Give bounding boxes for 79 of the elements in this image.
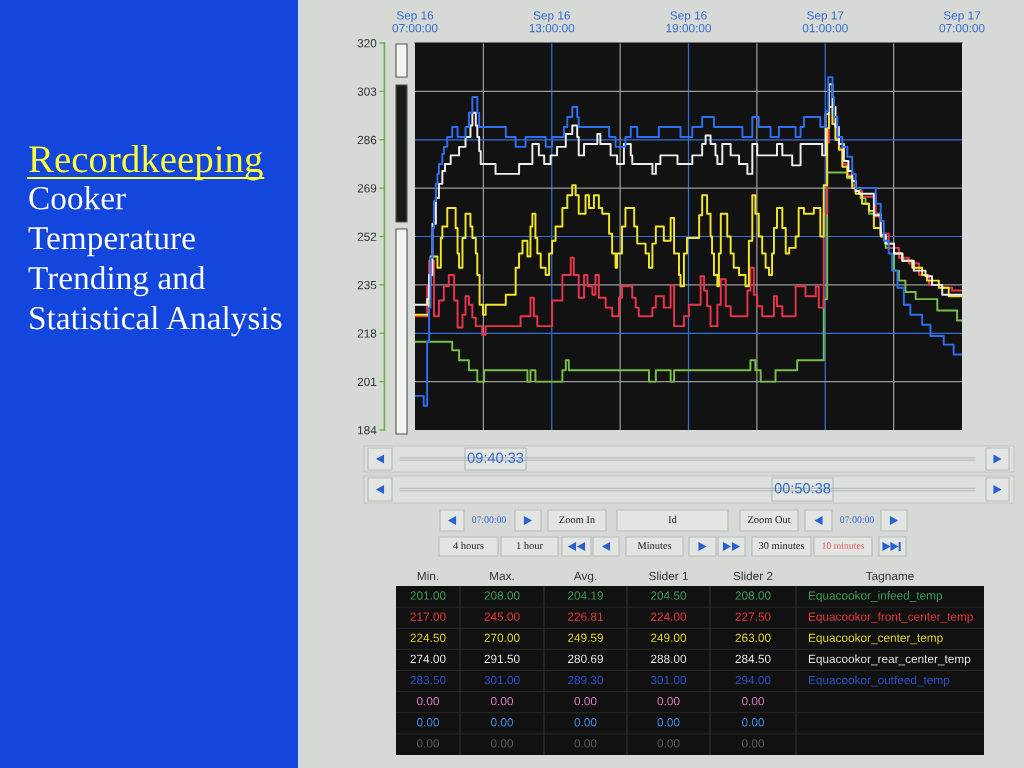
text: Zoom In <box>559 516 595 524</box>
data-label: 224.00 <box>651 612 687 621</box>
data-label: 291.50 <box>484 654 520 664</box>
data-label: 226.81 <box>568 612 603 621</box>
legend-label: Equacookor_rear_center_temp <box>808 654 971 666</box>
data-label: 284.50 <box>735 654 771 664</box>
data-label: 201.00 <box>410 591 446 600</box>
data-label: 227.50 <box>735 612 771 621</box>
data-label: 0.00 <box>657 739 680 748</box>
legend-label: Equacookor_outfeed_temp <box>808 675 950 687</box>
data-label: 0.00 <box>741 718 765 727</box>
data-label: 249.59 <box>568 633 603 642</box>
y-tick-label: 201 <box>357 377 377 387</box>
data-label: 301.00 <box>484 675 520 685</box>
legend-title: Tagname <box>865 571 914 583</box>
data-label: 0.00 <box>416 697 440 706</box>
category-label: Avg. <box>573 571 597 583</box>
x-tick-label: Sep 17 07:00:00 <box>939 11 985 33</box>
category-label: Min. <box>417 571 439 581</box>
legend-label: Equacookor_front_center_temp <box>808 612 973 624</box>
data-label: 263.00 <box>735 633 771 642</box>
data-label: 217.00 <box>410 612 446 621</box>
data-label: 0.00 <box>574 718 597 727</box>
data-label: 249.00 <box>651 633 687 642</box>
y-tick-label: 269 <box>357 184 377 193</box>
text: 07:00:00 <box>840 516 874 523</box>
text: 4 hours <box>453 541 484 550</box>
x-tick-label: Sep 16 13:00:00 <box>529 11 575 33</box>
data-label: 270.00 <box>484 633 520 642</box>
text: 1 hour <box>516 541 543 550</box>
data-label: 294.00 <box>735 675 771 685</box>
legend-label: Equacookor_infeed_temp <box>808 591 943 603</box>
y-tick-label: 320 <box>357 39 377 48</box>
text: 10 minutes <box>822 542 865 549</box>
y-tick-label: 235 <box>357 280 377 290</box>
category-label: Slider 1 <box>649 571 688 581</box>
data-label: 245.00 <box>484 612 520 621</box>
y-tick-label: 218 <box>357 329 377 338</box>
data-label: 204.19 <box>568 591 603 600</box>
x-tick-label: Sep 16 19:00:00 <box>666 11 712 33</box>
data-label: 289.30 <box>568 675 604 685</box>
data-label: 301.00 <box>650 675 687 685</box>
data-label: 0.00 <box>416 718 440 727</box>
data-label: 224.50 <box>410 633 446 642</box>
y-tick-label: 303 <box>357 87 377 96</box>
text: 07:00:00 <box>472 516 506 523</box>
data-label: 208.00 <box>735 591 771 600</box>
text: Minutes <box>637 542 672 550</box>
text: Cooker Temperature Trending and Statistical Analysis <box>28 186 282 337</box>
text: 09:40:33 <box>467 452 524 463</box>
category-label: Max. <box>490 571 514 581</box>
data-label: 280.69 <box>568 654 603 664</box>
text: 30 minutes <box>759 542 805 550</box>
data-label: 0.00 <box>657 718 680 727</box>
data-label: 0.00 <box>574 739 597 748</box>
data-label: 0.00 <box>490 697 514 706</box>
text: 00:50:38 <box>774 483 831 494</box>
legend-label: Equacookor_center_temp <box>808 633 943 645</box>
category-label: Slider 2 <box>733 571 773 581</box>
data-label: 208.00 <box>484 591 520 600</box>
data-label: 288.00 <box>651 654 687 664</box>
text: Recordkeeping <box>29 145 263 181</box>
data-label: 274.00 <box>410 654 446 664</box>
data-label: 283.50 <box>410 675 446 685</box>
data-label: 0.00 <box>416 739 440 748</box>
y-tick-label: 184 <box>358 426 377 435</box>
y-tick-label: 252 <box>357 232 377 241</box>
data-label: 0.00 <box>741 739 765 748</box>
y-tick-label: 286 <box>357 135 377 145</box>
data-label: 0.00 <box>657 697 680 706</box>
data-label: 204.50 <box>651 591 687 600</box>
data-label: 0.00 <box>490 739 514 748</box>
x-tick-label: Sep 16 07:00:00 <box>392 11 438 33</box>
data-label: 0.00 <box>741 697 765 706</box>
text: Zoom Out <box>747 516 791 524</box>
data-label: 0.00 <box>574 697 597 706</box>
text: Id <box>668 515 677 524</box>
x-tick-label: Sep 17 01:00:00 <box>802 11 848 33</box>
data-label: 0.00 <box>490 718 514 727</box>
